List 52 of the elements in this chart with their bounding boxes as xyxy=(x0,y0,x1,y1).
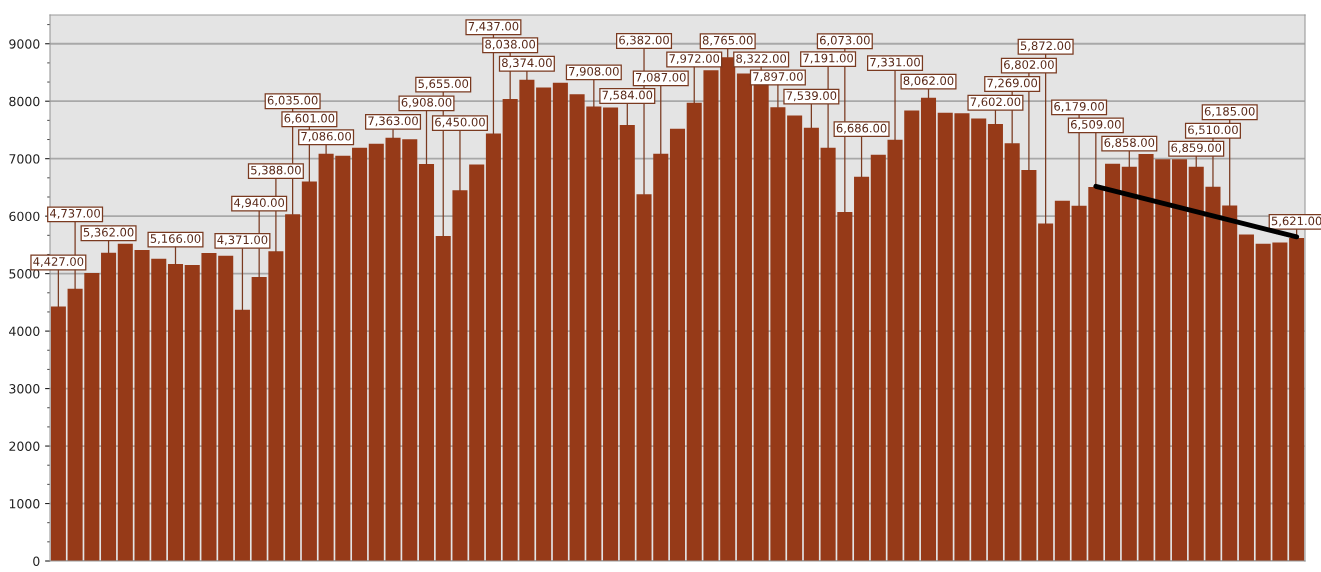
data-label: 7,908.00 xyxy=(569,66,619,77)
data-label: 8,038.00 xyxy=(485,39,536,50)
data-label: 7,584.00 xyxy=(602,90,653,101)
y-tick-label: 2000 xyxy=(9,441,40,451)
data-label: 6,510.00 xyxy=(1188,125,1238,136)
data-label: 5,362.00 xyxy=(83,227,134,238)
y-tick-label: 0 xyxy=(33,556,40,566)
data-label: 5,655.00 xyxy=(418,79,469,90)
data-label: 7,972.00 xyxy=(669,54,720,65)
y-tick-label: 6000 xyxy=(9,211,40,222)
data-label: 6,509.00 xyxy=(1070,119,1121,130)
data-label: 6,035.00 xyxy=(267,95,318,106)
data-label: 8,062.00 xyxy=(903,76,954,87)
y-tick-label: 9000 xyxy=(9,39,40,49)
data-label: 6,073.00 xyxy=(819,35,870,46)
data-label: 4,737.00 xyxy=(50,208,100,219)
data-label: 7,086.00 xyxy=(301,131,351,142)
data-label: 7,191.00 xyxy=(803,53,853,64)
data-label: 7,897.00 xyxy=(753,72,803,83)
data-label: 7,437.00 xyxy=(468,21,519,32)
data-label: 5,621.00 xyxy=(1271,216,1321,227)
data-label: 7,087.00 xyxy=(636,72,686,83)
data-label: 6,859.00 xyxy=(1171,143,1222,154)
data-label: 8,322.00 xyxy=(736,54,787,65)
data-label: 5,388.00 xyxy=(251,165,301,176)
data-label: 6,179.00 xyxy=(1054,101,1104,112)
data-label: 6,908.00 xyxy=(401,97,452,108)
data-label: 8,765.00 xyxy=(702,35,753,46)
y-tick-label: 4000 xyxy=(9,326,40,337)
data-label: 6,382.00 xyxy=(619,35,669,46)
data-label: 6,802.00 xyxy=(1004,60,1054,71)
data-label: 6,601.00 xyxy=(284,113,335,124)
data-label: 7,602.00 xyxy=(970,97,1021,108)
y-tick-label: 1000 xyxy=(9,499,40,509)
y-tick-label: 5000 xyxy=(9,269,40,279)
data-label: 4,371.00 xyxy=(217,235,268,246)
data-label: 7,331.00 xyxy=(870,57,920,68)
data-label: 6,185.00 xyxy=(1204,106,1255,117)
data-label: 4,940.00 xyxy=(234,198,285,209)
data-label: 7,539.00 xyxy=(786,91,837,102)
data-label: 6,858.00 xyxy=(1104,138,1155,149)
data-label: 7,363.00 xyxy=(368,116,418,127)
data-label: 5,166.00 xyxy=(150,234,201,245)
data-label: 8,374.00 xyxy=(502,58,552,69)
data-label: 6,686.00 xyxy=(836,123,887,134)
data-label: 6,450.00 xyxy=(435,117,485,128)
y-tick-label: 3000 xyxy=(9,384,40,394)
data-label: 4,427.00 xyxy=(33,257,84,268)
data-label: 5,872.00 xyxy=(1020,41,1071,52)
y-tick-label: 8000 xyxy=(9,96,40,107)
data-label: 7,269.00 xyxy=(987,78,1038,89)
y-tick-label: 7000 xyxy=(9,154,40,164)
